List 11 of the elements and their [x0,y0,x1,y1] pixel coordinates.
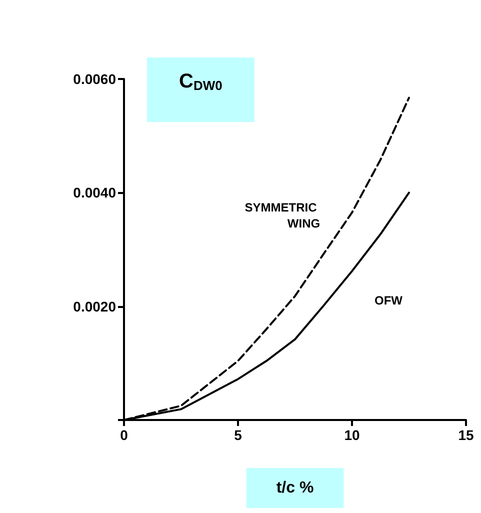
x-axis-title: t/c % [276,480,314,496]
x-tick-label: 5 [234,427,242,443]
y-tick-label: 0.0060 [73,71,116,87]
x-tick-label: 10 [344,427,360,443]
text: OFW [374,294,404,308]
x-tick-label: 0 [120,427,128,443]
x-tick-label: 15 [458,427,474,443]
chart-title: CDW0 [179,70,222,93]
series-label: SYMMETRIC WING [244,200,320,230]
y-tick-label: 0.0020 [73,298,116,314]
y-tick-label: 0.0040 [73,184,116,201]
